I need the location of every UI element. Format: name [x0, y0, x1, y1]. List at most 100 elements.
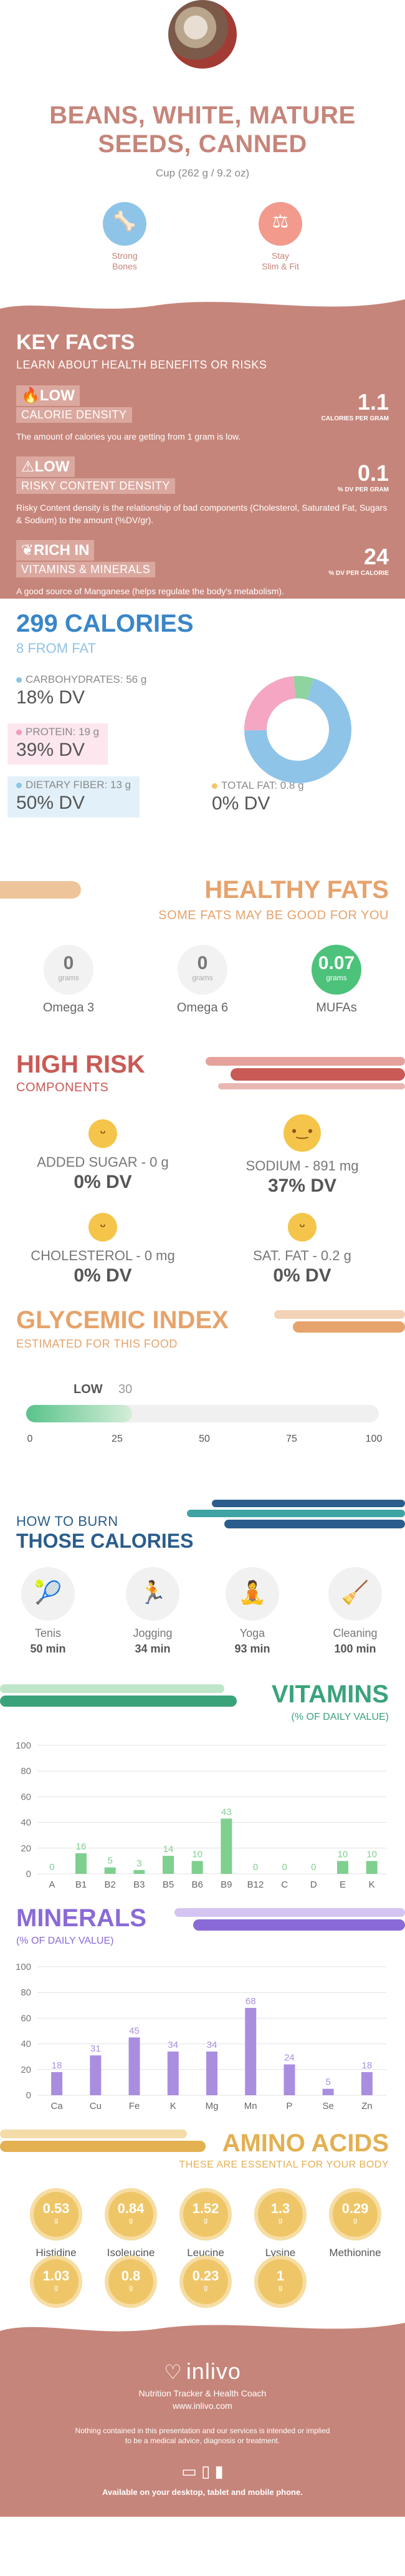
bar-b2: [104, 1867, 116, 1874]
bar-value-label: 0: [282, 1862, 287, 1873]
food-image: [168, 0, 237, 69]
brand-url[interactable]: www.inlivo.com: [173, 2401, 232, 2411]
bar-fe: [128, 2037, 140, 2095]
y-tick-label: 20: [21, 1843, 31, 1854]
decor-stripes: [274, 1310, 405, 1333]
key-facts-section: KEY FACTS LEARN ABOUT HEALTH BENEFITS OR…: [0, 293, 405, 599]
nutrient-total-fat: TOTAL FAT: 0.8 g 0% DV: [212, 779, 304, 814]
minerals-chart: 0 20 40 60 80 100 18 Ca 31 Cu 45 Fe 34 K 34 Mg 68 Mn 24 P 5 S…: [16, 1962, 386, 2111]
vitamins-subtitle: (% OF DAILY VALUE): [291, 1712, 389, 1722]
x-tick-label: B1: [75, 1879, 87, 1890]
bar-value-label: 10: [366, 1849, 377, 1860]
activity-yoga: 🧘 Yoga 93 min: [218, 1567, 287, 1656]
x-tick-label: B5: [163, 1879, 174, 1890]
nutrient-protein: PROTEIN: 19 g 39% DV: [7, 723, 108, 765]
y-tick-label: 0: [26, 1869, 31, 1879]
calories-from-fat: 8 FROM FAT: [16, 640, 96, 656]
decor-stripes: [0, 2130, 206, 2152]
glycemic-tick: 50: [199, 1434, 210, 1444]
glycemic-fill: [26, 1405, 132, 1422]
yoga-icon: 🧘: [226, 1567, 279, 1621]
activity-tenis: 🎾 Tenis 50 min: [14, 1567, 82, 1656]
x-tick-label: Mn: [244, 2101, 257, 2111]
decor-stripes: [0, 1684, 237, 1707]
amino-isoleucine: 0.84 g Isoleucine: [93, 2192, 168, 2259]
x-tick-label: K: [170, 2101, 176, 2111]
bar-se: [322, 2088, 334, 2095]
risk-sat-fat: ᵕ SAT. FAT - 0.2 g 0% DV: [212, 1213, 393, 1286]
bar-value-label: 14: [163, 1844, 174, 1855]
y-tick-label: 100: [16, 1740, 31, 1751]
donut-slice-protein: [244, 676, 296, 731]
burn-title-line2: THOSE CALORIES: [16, 1530, 194, 1552]
amino-acids-section: AMINO ACIDS THESE ARE ESSENTIAL FOR YOUR…: [0, 2123, 405, 2313]
x-tick-label: A: [49, 1879, 55, 1890]
glycemic-subtitle: ESTIMATED FOR THIS FOOD: [16, 1338, 178, 1350]
section-wave: [0, 293, 405, 309]
glycemic-value: 30: [118, 1382, 133, 1396]
amino-valine: 1gValine: [243, 2259, 318, 2313]
x-tick-label: Se: [322, 2101, 333, 2111]
glycemic-tick: 100: [365, 1434, 383, 1444]
y-tick-label: 40: [21, 1818, 31, 1828]
food-title: BEANS, WHITE, MATURE SEEDS, CANNED: [49, 102, 356, 158]
bar-value-label: 10: [192, 1849, 202, 1860]
devices-icon: ▭ ▯ ▮: [181, 2462, 224, 2481]
brand-logo[interactable]: ♡ inlivo: [164, 2358, 241, 2384]
happy-face-icon: ᵕ: [88, 1213, 117, 1242]
x-tick-label: Cu: [90, 2101, 102, 2111]
amino-threonine: 0.8gThreonine: [93, 2259, 168, 2313]
warning-icon: ⚠: [21, 458, 35, 475]
fat-omega6: 0 grams Omega 6: [165, 945, 240, 1015]
high-risk-subtitle: COMPONENTS: [16, 1081, 109, 1094]
neutral-face-icon: •‿•: [284, 1114, 321, 1152]
bone-icon: 🦴: [103, 202, 146, 246]
amino-leucine: 1.52 g Leucine: [168, 2192, 243, 2259]
decor-stripes: [206, 1057, 405, 1089]
x-tick-label: Mg: [206, 2101, 219, 2111]
bar-value-label: 34: [207, 2040, 217, 2050]
benefit-badges: 🦴 Strong Bones ⚖ Stay Slim & Fit: [0, 202, 405, 272]
amino-phenylalanine: 1.03gPhenylalanine: [19, 2259, 93, 2313]
activity-cleaning: 🧹 Cleaning 100 min: [321, 1567, 389, 1656]
header-section: BEANS, WHITE, MATURE SEEDS, CANNED Cup (2…: [0, 0, 405, 293]
bar-mg: [206, 2051, 217, 2095]
minerals-section: MINERALS (% OF DAILY VALUE) 0 20 40 60 80 100…: [0, 1902, 405, 2123]
flame-icon: 🔥: [21, 387, 40, 404]
bar-b1: [75, 1853, 87, 1874]
glycemic-tick: 25: [112, 1434, 123, 1444]
x-tick-label: Ca: [51, 2101, 64, 2111]
heart-icon: ♡: [164, 2361, 183, 2383]
glycemic-tick: 0: [27, 1434, 33, 1444]
nutrient-dietary-fiber: DIETARY FIBER: 13 g 50% DV: [7, 776, 140, 818]
key-facts-subtitle: LEARN ABOUT HEALTH BENEFITS OR RISKS: [16, 359, 267, 371]
nutrient-carbohydrates: CARBOHYDRATES: 56 g 18% DV: [16, 673, 147, 708]
serving-size: Cup (262 g / 9.2 oz): [155, 167, 250, 179]
x-tick-label: Zn: [361, 2101, 373, 2111]
leaf-icon: ❦: [21, 542, 34, 559]
bar-value-label: 43: [221, 1807, 232, 1817]
healthy-fats-section: HEALTHY FATS SOME FATS MAY BE GOOD FOR Y…: [0, 876, 405, 1044]
bar-b3: [133, 1869, 145, 1874]
scale-icon: ⚖: [259, 202, 302, 246]
legend-dot: [212, 783, 217, 789]
amino-tryptophan: 0.23gTryptophan: [168, 2259, 243, 2313]
x-tick-label: K: [369, 1879, 375, 1890]
cleaning-icon: 🧹: [328, 1567, 382, 1621]
badge-slim-fit: ⚖ Stay Slim & Fit: [243, 202, 318, 272]
jogging-icon: 🏃: [126, 1567, 179, 1621]
bar-ca: [51, 2072, 63, 2095]
bar-cu: [90, 2055, 102, 2095]
fact-calorie-density: 🔥LOW CALORIE DENSITY 1.1 CALORIES PER GRA…: [16, 385, 389, 443]
glycemic-tick: 75: [286, 1434, 297, 1444]
disclaimer: Nothing contained in this presentation a…: [75, 2426, 330, 2445]
bar-k: [167, 2051, 179, 2095]
bar-value-label: 5: [325, 2077, 330, 2088]
glycemic-track: [26, 1405, 379, 1422]
calories-section: 299 CALORIES 8 FROM FAT CARBOHYDRATES: 5…: [0, 599, 405, 876]
availability-note: Available on your desktop, tablet and mo…: [102, 2487, 303, 2497]
happy-face-icon: ᵕ: [288, 1213, 317, 1242]
x-tick-label: B2: [104, 1879, 115, 1890]
amino-methionine: 0.29 g Methionine: [318, 2192, 393, 2259]
bar-value-label: 16: [76, 1841, 87, 1852]
